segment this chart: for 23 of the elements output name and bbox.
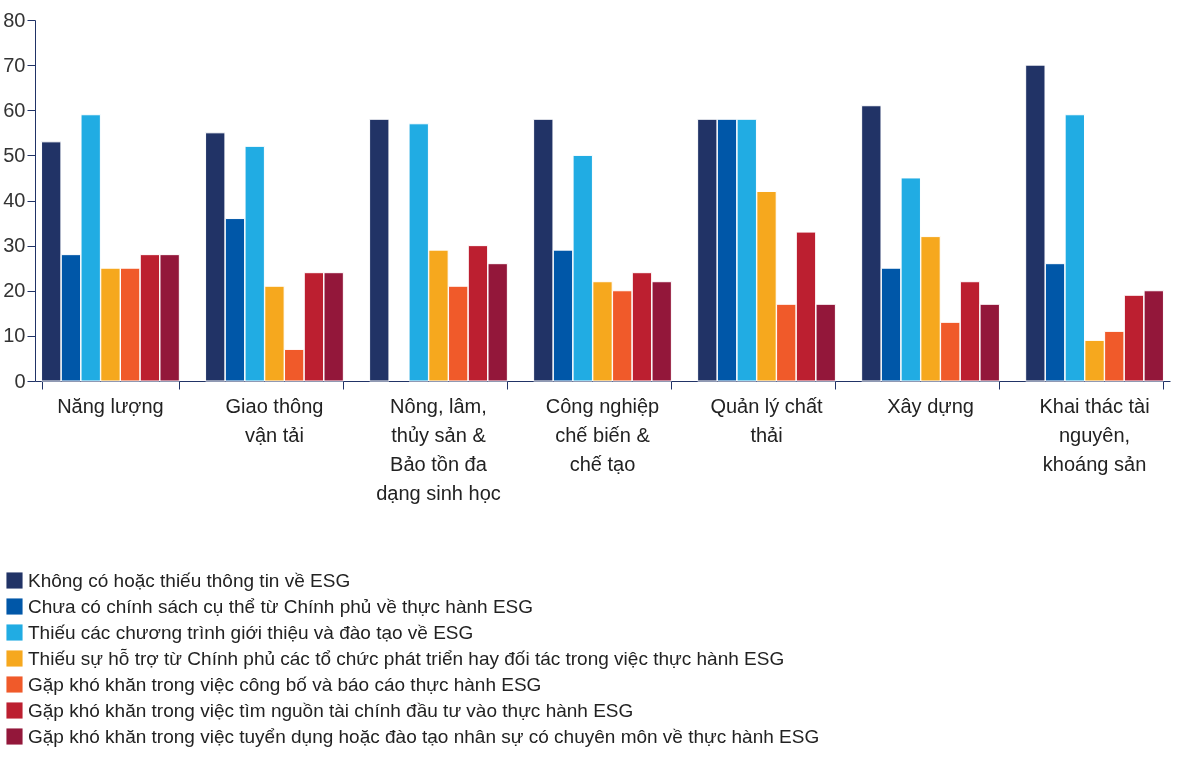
y-tick-label: 20: [3, 279, 26, 302]
y-tick-label: 50: [3, 143, 26, 166]
y-tick-label: 60: [3, 98, 26, 121]
legend-label: Chưa có chính sách cụ thể từ Chính phủ về thực hành ESG: [28, 595, 534, 617]
x-tick-label: Công nghiệp chế biến & chế tạo: [545, 395, 660, 475]
x-tick-label: Giao thông vận tải: [225, 395, 324, 446]
y-tick-label: 30: [3, 234, 26, 257]
y-tick-label: 0: [14, 369, 26, 392]
x-tick-label: Xây dựng: [887, 395, 974, 417]
x-tick-label: Quản lý chất thải: [710, 395, 824, 446]
legend-label: Thiếu các chương trình giới thiệu và đào tạo về ESG: [28, 621, 474, 643]
legend-label: Gặp khó khăn trong việc tìm nguồn tài chính đầu tư vào thực hành ESG: [28, 699, 634, 721]
legend-label: Gặp khó khăn trong việc tuyển dụng hoặc đào tạo nhân sự có chuyên môn về thực hành ESG: [28, 725, 820, 747]
x-tick-label: Năng lượng: [57, 395, 164, 417]
legend-label: Thiếu sự hỗ trợ từ Chính phủ các tổ chức phát triển hay đối tác trong việc thực hành ESG: [28, 647, 785, 669]
y-tick-label: 70: [3, 53, 26, 76]
x-tick-label: Khai thác tài nguyên, khoáng sản: [1039, 395, 1150, 475]
x-tick-label: Nông, lâm, thủy sản & Bảo tồn đa dạng sinh học: [376, 395, 501, 504]
y-tick-label: 40: [3, 189, 26, 211]
y-tick-label: 80: [3, 8, 26, 31]
y-tick-label: 10: [3, 324, 26, 347]
legend-label: Gặp khó khăn trong việc công bố và báo cáo thực hành ESG: [28, 673, 542, 695]
legend-label: Không có hoặc thiếu thông tin về ESG: [28, 569, 351, 591]
